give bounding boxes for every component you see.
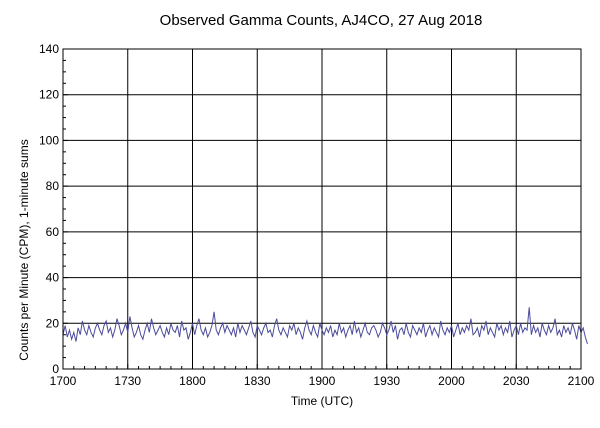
- series-line: [62, 307, 588, 345]
- x-tick-label: 1700: [50, 374, 77, 388]
- y-tick-label: 100: [39, 133, 59, 147]
- plot-frame: [62, 48, 582, 370]
- y-tick-labels: 0 20 40 60 80 100 120 140: [39, 42, 59, 376]
- y-tick-label: 40: [46, 271, 60, 285]
- x-tick-label: 1730: [114, 374, 141, 388]
- x-tick-label: 1830: [244, 374, 271, 388]
- x-axis-label: Time (UTC): [291, 394, 353, 408]
- y-tick-label: 120: [39, 88, 59, 102]
- y-axis-label: Counts per Minute (CPM), 1-minute sums: [17, 139, 31, 360]
- x-tick-label: 2030: [503, 374, 530, 388]
- x-tick-labels: 1700 1730 1800 1830 1900 1930 2000 2030 2100: [50, 374, 595, 388]
- x-tick-label: 2100: [568, 374, 595, 388]
- y-tick-label: 0: [52, 362, 59, 376]
- x-tick-label: 2000: [438, 374, 465, 388]
- y-tick-label: 20: [46, 316, 60, 330]
- x-tick-label: 1900: [309, 374, 336, 388]
- x-tick-label: 1800: [179, 374, 206, 388]
- grid: [63, 49, 581, 369]
- chart-title: Observed Gamma Counts, AJ4CO, 27 Aug 201…: [160, 12, 483, 29]
- x-tick-label: 1930: [373, 374, 400, 388]
- y-tick-label: 140: [39, 42, 59, 56]
- y-tick-label: 60: [46, 225, 60, 239]
- y-tick-label: 80: [46, 179, 60, 193]
